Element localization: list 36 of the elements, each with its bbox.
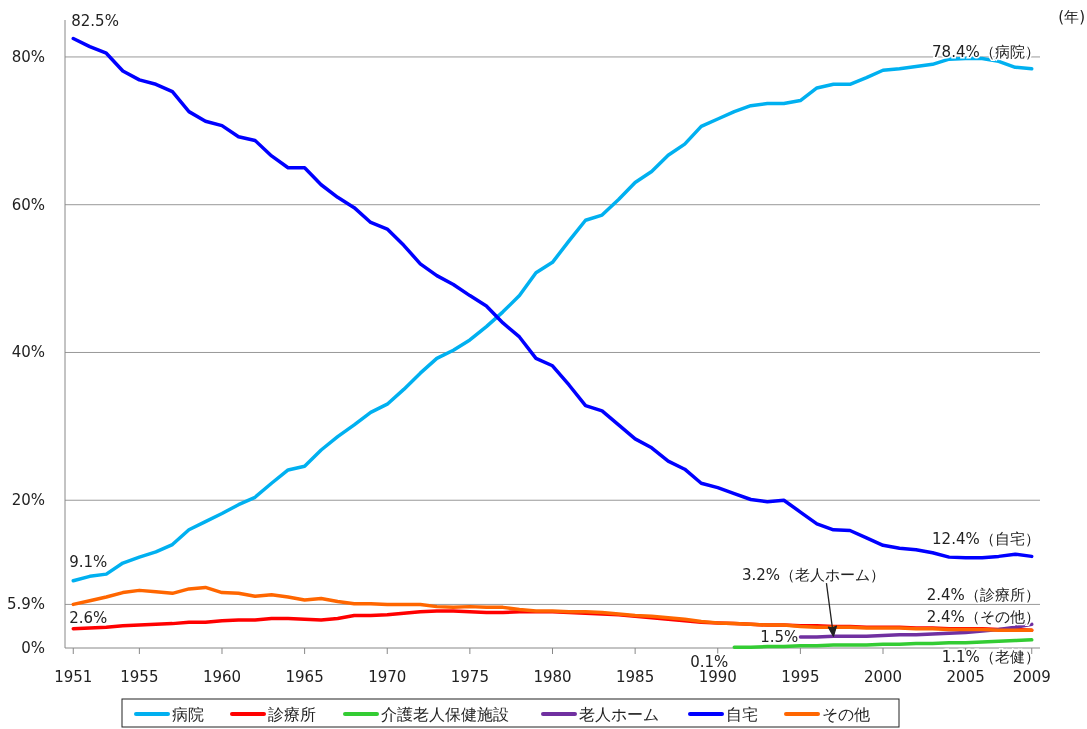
x-tick-label: 1985 [616, 668, 655, 686]
x-tick-label: 2000 [863, 668, 903, 686]
x-tick-label: 1980 [533, 668, 572, 686]
legend-label: 診療所 [268, 705, 316, 724]
annotation: 2.4%（その他） [926, 608, 1040, 627]
annotation: 78.4%（病院） [932, 42, 1040, 61]
legend-label: 老人ホーム [579, 705, 659, 724]
annotation: 2.6% [69, 608, 108, 627]
x-tick-label: 2009 [1012, 668, 1051, 686]
x-tick-label: 1995 [781, 668, 820, 686]
x-tick-label: 2005 [946, 668, 985, 686]
legend-label: 自宅 [726, 705, 758, 724]
legend-label: 介護老人保健施設 [381, 705, 509, 724]
x-tick-label: 1965 [285, 668, 324, 686]
y-tick-label: 5.9% [6, 595, 45, 614]
y-tick-label: 60% [11, 195, 45, 214]
x-tick-label: 1970 [368, 668, 407, 686]
annotation: 2.4%（診療所） [926, 586, 1040, 605]
x-tick-label: 1990 [698, 668, 737, 686]
annotation: 9.1% [69, 552, 108, 571]
annotation: 12.4%（自宅） [932, 530, 1040, 549]
legend-label: その他 [822, 705, 870, 724]
y-tick-label: 40% [11, 343, 45, 362]
x-tick-label: 1955 [120, 668, 159, 686]
x-tick-label: 1951 [54, 668, 93, 686]
x-axis-title: (年) [1058, 8, 1085, 26]
annotation: 1.5% [760, 627, 799, 646]
y-tick-label: 0% [21, 639, 45, 657]
x-tick-label: 1960 [202, 668, 242, 686]
y-tick-label: 80% [11, 47, 45, 66]
x-tick-label: 1975 [450, 668, 489, 686]
annotation: 3.2%（老人ホーム） [741, 566, 885, 585]
annotation: 1.1%（老健） [941, 647, 1040, 666]
annotation: 82.5% [71, 12, 119, 31]
legend-label: 病院 [172, 705, 204, 724]
y-tick-label: 20% [11, 491, 45, 510]
